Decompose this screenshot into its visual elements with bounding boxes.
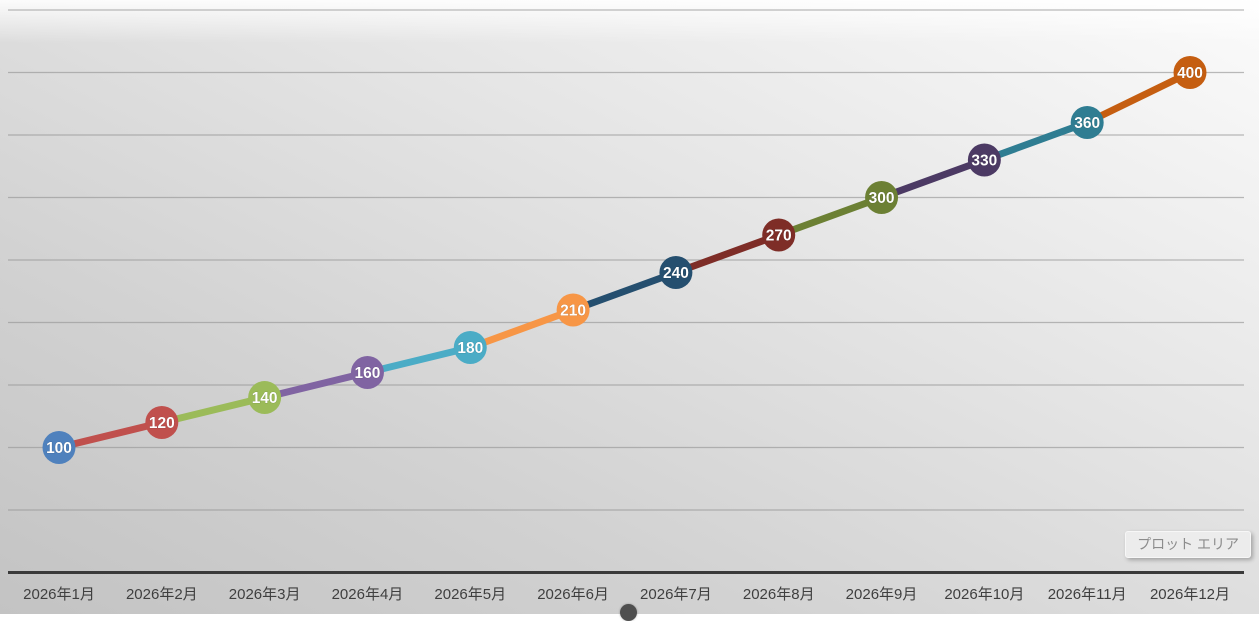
data-label: 400 [1177, 65, 1203, 82]
data-point-marker[interactable] [1070, 106, 1104, 139]
x-axis-label[interactable]: 2026年9月 [846, 586, 918, 603]
x-axis-label[interactable]: 2026年10月 [944, 586, 1024, 603]
data-point-marker[interactable] [659, 256, 693, 289]
data-label: 100 [46, 440, 72, 457]
x-axis-label[interactable]: 2026年11月 [1048, 586, 1127, 603]
line-segment [158, 394, 269, 426]
data-label: 270 [766, 228, 792, 245]
line-segment [775, 194, 886, 239]
data-label: 300 [869, 190, 895, 207]
line-segment [569, 269, 680, 314]
data-point-marker[interactable] [453, 331, 487, 364]
data-label: 360 [1074, 115, 1100, 132]
data-point-marker[interactable] [42, 431, 76, 464]
x-axis-label[interactable]: 2026年6月 [537, 586, 609, 603]
data-point-marker[interactable] [1173, 56, 1207, 89]
line-segment [878, 156, 988, 201]
x-axis-label[interactable]: 2026年4月 [332, 586, 404, 603]
data-point-marker[interactable] [865, 181, 899, 214]
line-segment [261, 369, 371, 401]
line-segment [980, 119, 1091, 164]
line-segment [363, 344, 474, 376]
x-axis-label[interactable]: 2026年7月 [640, 586, 712, 603]
data-label: 210 [560, 303, 586, 320]
line-segment [672, 231, 783, 276]
x-axis-label[interactable]: 2026年8月 [743, 586, 815, 603]
data-label: 330 [971, 153, 997, 170]
x-axis-label[interactable]: 2026年3月 [229, 586, 301, 603]
x-axis-label[interactable]: 2026年1月 [23, 586, 95, 603]
data-label: 180 [457, 340, 483, 357]
data-label: 240 [663, 265, 689, 282]
x-axis-label[interactable]: 2026年5月 [434, 586, 506, 603]
data-label: 160 [355, 365, 381, 382]
line-segment [1083, 69, 1194, 126]
resize-handle[interactable] [620, 604, 637, 621]
data-point-marker[interactable] [967, 143, 1001, 177]
data-point-marker[interactable] [145, 406, 179, 439]
data-point-marker[interactable] [556, 293, 590, 327]
plot-area-tooltip: プロット エリア [1125, 531, 1251, 558]
data-point-marker[interactable] [248, 381, 282, 414]
data-label: 120 [149, 415, 175, 432]
data-label: 140 [252, 390, 278, 407]
data-point-marker[interactable] [350, 356, 384, 389]
line-segment [466, 306, 577, 351]
x-axis-label[interactable]: 2026年12月 [1150, 586, 1230, 603]
x-axis-label[interactable]: 2026年2月 [126, 586, 198, 603]
data-point-marker[interactable] [762, 218, 796, 252]
line-segment [55, 419, 166, 451]
